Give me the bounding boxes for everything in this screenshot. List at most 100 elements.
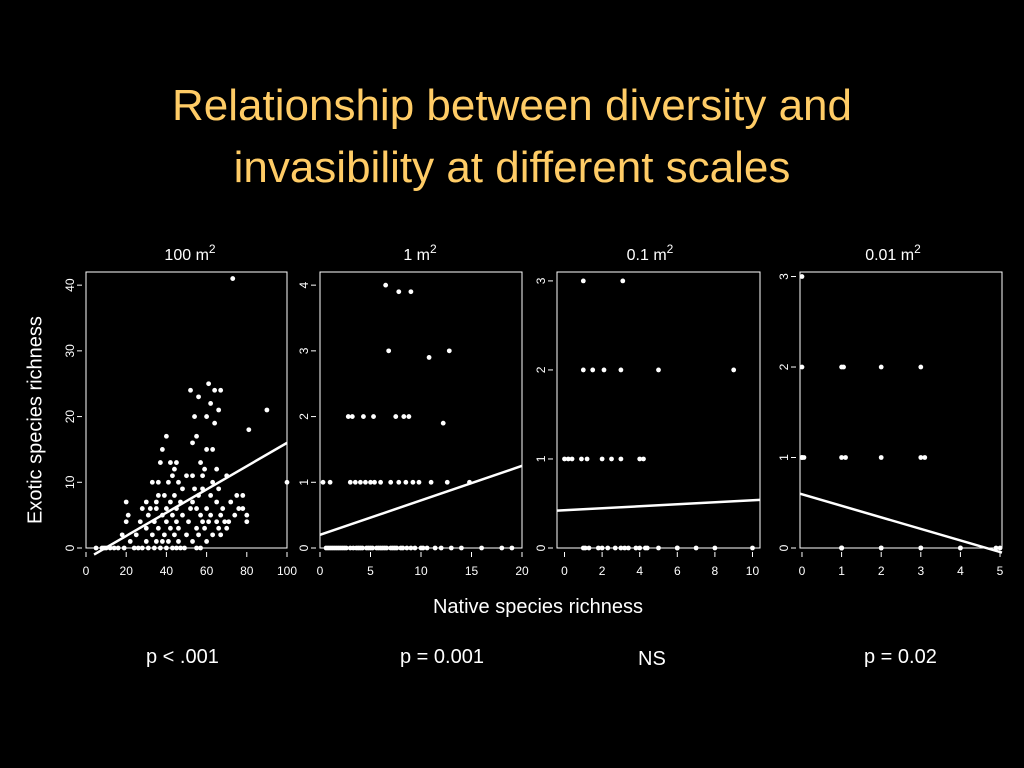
data-point — [131, 545, 137, 551]
data-point — [161, 532, 167, 538]
data-point — [204, 414, 210, 419]
data-point — [174, 460, 179, 465]
data-point — [115, 545, 121, 551]
x-tick-label: 0 — [799, 564, 806, 578]
data-point — [320, 479, 326, 485]
data-point — [176, 525, 181, 531]
data-point — [210, 479, 216, 485]
data-point — [586, 545, 592, 551]
data-point — [218, 532, 224, 538]
x-tick-label: 8 — [712, 564, 719, 578]
x-tick-label: 4 — [957, 564, 964, 578]
data-point — [580, 278, 586, 284]
data-point — [416, 479, 422, 485]
x-tick-label: 1 — [838, 564, 845, 578]
data-point — [210, 447, 216, 452]
data-point — [426, 355, 432, 360]
data-point — [599, 456, 605, 462]
fit-line — [799, 492, 1003, 554]
data-point — [240, 493, 246, 498]
data-point — [412, 545, 418, 551]
data-point — [579, 456, 584, 462]
y-tick-label: 1 — [534, 455, 548, 462]
data-point — [216, 407, 222, 413]
slide-title-line-1: Relationship between diversity and — [172, 81, 852, 130]
data-point — [176, 479, 181, 485]
data-point — [196, 532, 201, 538]
data-point — [155, 493, 161, 498]
x-tick-label: 20 — [515, 564, 529, 578]
plot-frame — [319, 271, 523, 549]
fit-line — [556, 498, 761, 512]
data-point — [406, 414, 412, 419]
x-tick-label: 100 — [277, 564, 297, 578]
data-point — [993, 545, 999, 551]
y-tick-label: 2 — [297, 413, 311, 420]
data-point — [190, 539, 195, 544]
data-point — [192, 414, 197, 419]
data-point — [408, 289, 414, 295]
data-point — [228, 499, 234, 505]
data-point — [164, 545, 169, 551]
panel-title: 1 m2 — [403, 242, 437, 264]
data-point — [236, 506, 242, 511]
data-point — [182, 545, 187, 551]
data-point — [605, 545, 611, 551]
data-point — [166, 479, 171, 485]
data-point — [204, 447, 210, 452]
data-point — [159, 447, 165, 452]
data-point — [246, 427, 252, 433]
data-point — [997, 545, 1003, 551]
data-point — [358, 479, 363, 485]
data-point — [214, 466, 220, 472]
data-point — [264, 407, 270, 413]
fit-line — [93, 441, 288, 556]
data-point — [198, 460, 203, 465]
data-point — [149, 479, 155, 485]
data-point — [509, 545, 515, 551]
data-point — [918, 545, 924, 551]
data-point — [244, 512, 250, 518]
data-point — [174, 506, 179, 511]
data-point — [168, 525, 173, 531]
data-point — [161, 493, 167, 498]
x-tick-label: 15 — [465, 564, 479, 578]
data-point — [214, 499, 220, 505]
x-tick-label: 10 — [746, 564, 760, 578]
data-point — [137, 519, 143, 525]
data-point — [216, 486, 222, 492]
data-point — [204, 539, 210, 544]
data-point — [595, 545, 601, 551]
data-point — [170, 545, 175, 551]
data-point — [230, 276, 236, 281]
data-point — [839, 545, 844, 551]
data-point — [750, 545, 755, 551]
data-point — [198, 512, 203, 518]
data-point — [208, 401, 214, 406]
data-point — [393, 414, 399, 419]
data-point — [343, 545, 349, 551]
y-tick-label: 2 — [534, 366, 548, 373]
data-point — [157, 545, 163, 551]
data-point — [394, 545, 400, 551]
data-point — [190, 473, 195, 479]
data-point — [220, 506, 226, 511]
data-point — [214, 519, 220, 525]
data-point — [178, 545, 183, 551]
data-point — [174, 519, 179, 525]
panel-title: 0.1 m2 — [627, 242, 674, 264]
data-point — [801, 455, 807, 460]
x-tick-label: 3 — [917, 564, 924, 578]
data-point — [153, 499, 159, 505]
data-point — [212, 387, 218, 393]
data-point — [222, 519, 228, 525]
y-tick-label: 0 — [63, 544, 77, 551]
data-point — [327, 479, 333, 485]
data-point — [103, 545, 109, 551]
data-point — [384, 545, 390, 551]
data-point — [370, 545, 375, 551]
data-point — [360, 545, 365, 551]
data-point — [599, 545, 605, 551]
data-point — [149, 532, 155, 538]
